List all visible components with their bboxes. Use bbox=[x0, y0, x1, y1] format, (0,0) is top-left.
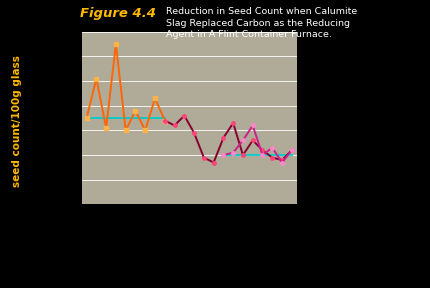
Text: Figure 4.4: Figure 4.4 bbox=[80, 7, 156, 20]
Text: seed count/100g glass: seed count/100g glass bbox=[12, 55, 22, 187]
Text: Reduction in Seed Count when Calumite
Slag Replaced Carbon as the Reducing
Agent: Reduction in Seed Count when Calumite Sl… bbox=[166, 7, 357, 39]
